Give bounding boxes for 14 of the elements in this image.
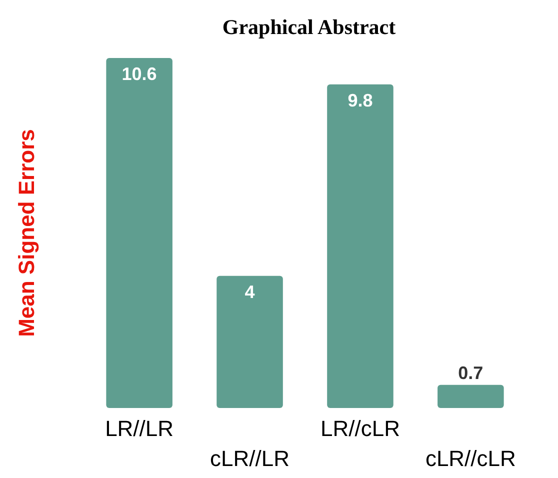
bar <box>327 84 394 408</box>
x-tick-label: cLR//LR <box>210 446 290 471</box>
x-tick-label: cLR//cLR <box>425 446 516 471</box>
bar <box>216 276 283 408</box>
bar <box>106 58 172 408</box>
bar <box>438 384 504 408</box>
data-label: 10.6 <box>122 64 157 84</box>
x-tick-label: LR//cLR <box>320 416 400 441</box>
chart-title: Graphical Abstract <box>222 15 396 39</box>
data-label: 9.8 <box>348 90 373 110</box>
x-tick-label: LR//LR <box>105 416 174 441</box>
y-axis-title: Mean Signed Errors <box>14 129 39 337</box>
data-label: 0.7 <box>458 362 484 383</box>
data-label: 4 <box>244 282 255 302</box>
